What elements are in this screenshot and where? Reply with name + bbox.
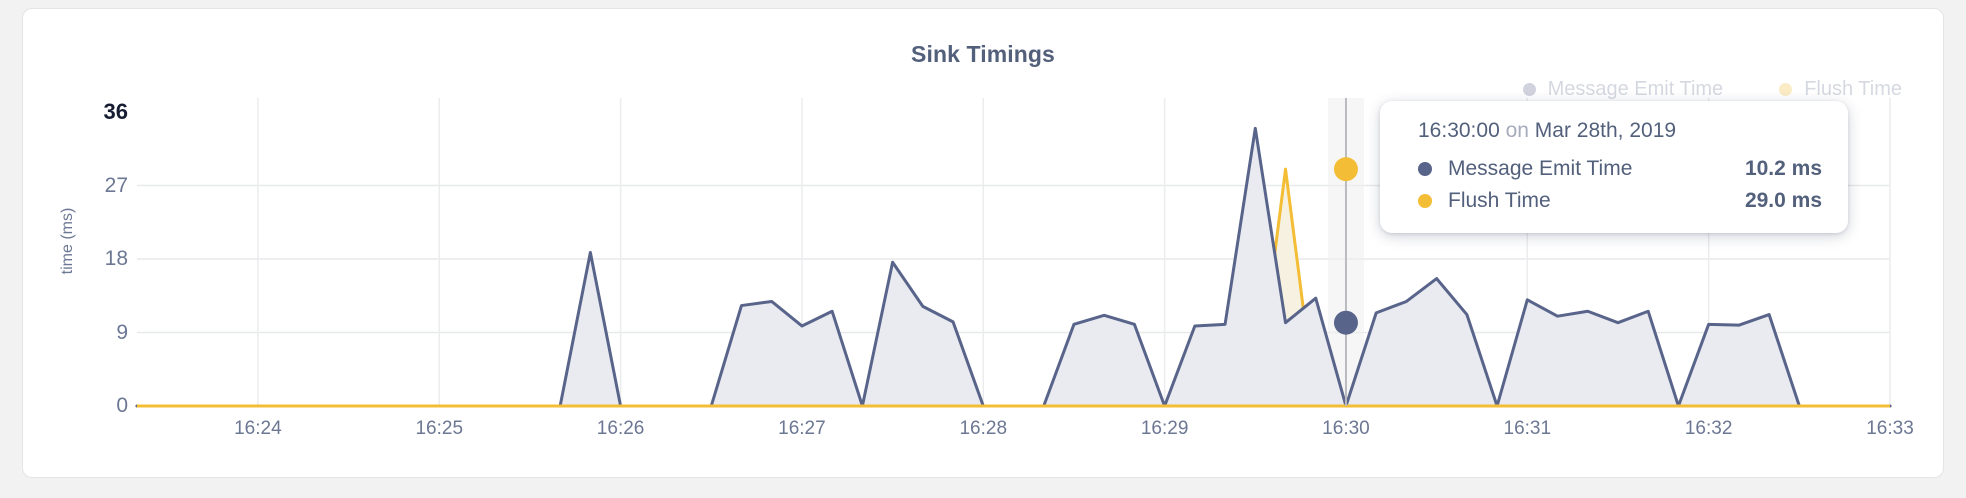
legend-label: Message Emit Time [1547, 78, 1724, 100]
tooltip-row-message-emit-time: Message Emit Time 10.2 ms [1418, 157, 1822, 181]
legend-item-message-emit-time[interactable]: Message Emit Time [1522, 78, 1724, 101]
x-axis-tick-label: 16:25 [415, 418, 464, 439]
x-axis-tick-label: 16:24 [234, 418, 282, 439]
x-axis-tick-label: 16:29 [1140, 418, 1189, 439]
x-axis-tick-label: 16:28 [959, 418, 1008, 439]
legend-dot-icon [1522, 83, 1536, 96]
y-axis-tick-label: 0 [116, 394, 128, 417]
y-axis-ticks: 36 27 18 9 0 [68, 0, 128, 498]
tooltip-row-flush-time: Flush Time 29.0 ms [1418, 189, 1822, 213]
x-axis-tick-label: 16:33 [1866, 418, 1914, 439]
tooltip-series-value: 10.2 ms [1744, 157, 1822, 180]
chart-tooltip: 16:30:00 on Mar 28th, 2019 Message Emit … [1380, 101, 1848, 233]
tooltip-dot-icon [1418, 194, 1432, 208]
tooltip-series-label: Message Emit Time [1448, 157, 1633, 180]
x-axis-tick-label: 16:27 [778, 418, 826, 439]
legend-label: Flush Time [1804, 78, 1902, 100]
y-axis-tick-label: 9 [116, 320, 128, 344]
y-axis-tick-label: 27 [104, 173, 128, 197]
tooltip-series-value: 29.0 ms [1744, 189, 1822, 212]
tooltip-header: 16:30:00 on Mar 28th, 2019 [1418, 119, 1822, 143]
x-axis-tick-label: 16:32 [1684, 418, 1733, 439]
chart-title: Sink Timings [911, 41, 1055, 67]
y-axis-tick-label: 18 [104, 247, 128, 270]
tooltip-time: 16:30:00 [1418, 119, 1500, 142]
chart-legend: Message Emit Time Flush Time [1522, 78, 1902, 101]
y-axis-tick-label: 36 [103, 99, 128, 124]
legend-item-flush-time[interactable]: Flush Time [1779, 78, 1902, 101]
x-axis-tick-label: 16:30 [1322, 418, 1370, 439]
x-axis-tick-label: 16:26 [596, 418, 645, 439]
tooltip-date: Mar 28th, 2019 [1534, 119, 1677, 142]
tooltip-on-word: on [1505, 119, 1529, 142]
tooltip-series-label: Flush Time [1448, 189, 1551, 212]
tooltip-dot-icon [1418, 162, 1432, 176]
legend-dot-icon [1779, 83, 1793, 96]
x-axis-tick-label: 16:31 [1503, 418, 1552, 439]
